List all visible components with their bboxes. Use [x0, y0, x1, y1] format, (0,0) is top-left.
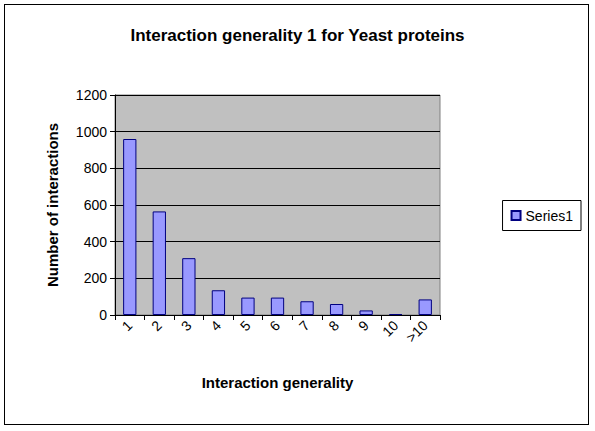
svg-text:>10: >10: [403, 317, 431, 345]
svg-text:10: 10: [379, 317, 401, 339]
svg-text:Interaction generality 1 for Y: Interaction generality 1 for Yeast prote…: [130, 26, 464, 45]
svg-text:400: 400: [84, 234, 108, 250]
svg-text:7: 7: [296, 317, 313, 334]
svg-text:0: 0: [99, 307, 107, 323]
svg-text:Number of interactions: Number of interactions: [44, 123, 61, 287]
svg-text:1000: 1000: [76, 124, 107, 140]
svg-text:8: 8: [325, 317, 342, 334]
svg-text:9: 9: [355, 317, 372, 334]
svg-text:3: 3: [178, 317, 195, 334]
svg-text:Series1: Series1: [526, 208, 574, 224]
svg-text:1: 1: [119, 317, 136, 334]
svg-text:600: 600: [84, 197, 108, 213]
svg-text:1200: 1200: [76, 87, 107, 103]
svg-text:800: 800: [84, 160, 108, 176]
svg-text:4: 4: [207, 317, 224, 334]
svg-text:Interaction generality: Interaction generality: [202, 374, 354, 391]
svg-text:5: 5: [237, 317, 254, 334]
svg-text:6: 6: [266, 317, 283, 334]
svg-text:2: 2: [148, 317, 165, 334]
svg-text:200: 200: [84, 270, 108, 286]
